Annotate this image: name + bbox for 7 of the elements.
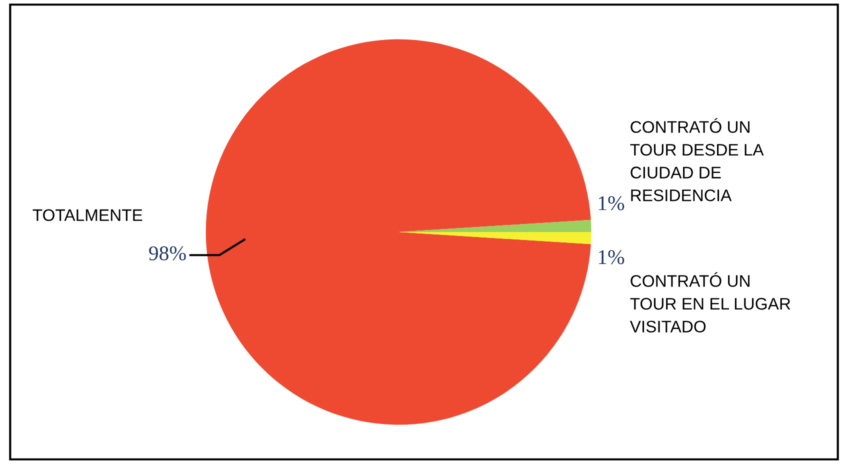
data-label: 1% [598,196,624,210]
data-label: 1% [598,250,624,264]
slice-label: CONTRATÓ UN TOUR EN EL LUGAR VISITADO [630,272,790,332]
data-label: 98% [149,246,186,260]
slice-label: CONTRATÓ UN TOUR DESDE LA CIUDAD DE RESIDENCIA [630,118,764,202]
slice-label: TOTALMENTE [32,209,142,222]
pie-slice [206,39,591,425]
